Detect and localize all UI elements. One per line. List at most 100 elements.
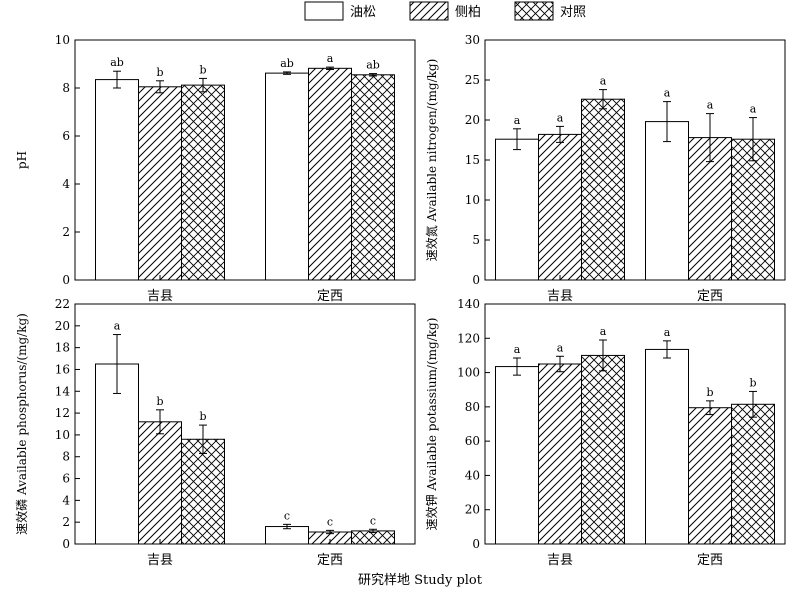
y-tick-label: 40 bbox=[465, 468, 480, 482]
significance-letter: a bbox=[514, 114, 521, 127]
y-tick-label: 0 bbox=[472, 537, 480, 551]
y-tick-label: 10 bbox=[465, 193, 480, 207]
y-axis-label: 速效磷 Available phosphorus/(mg/kg) bbox=[14, 313, 29, 535]
y-axis-label: 速效钾 Available potassium/(mg/kg) bbox=[424, 318, 439, 531]
bar-duizhao-jixian bbox=[181, 84, 225, 281]
x-category-label-dingxi: 定西 bbox=[697, 553, 723, 568]
bar-youshong-jixian bbox=[495, 138, 539, 281]
significance-letter: ab bbox=[366, 59, 380, 72]
y-tick-label: 22 bbox=[55, 297, 70, 311]
panel-3: 0 2 4 6 8 10 12 14 16 18 20 22 速效磷 Available phospho… bbox=[14, 297, 416, 568]
bar-cebai-jixian bbox=[538, 133, 582, 281]
bar-youshong-jixian bbox=[95, 79, 139, 281]
significance-letter: c bbox=[284, 509, 290, 522]
y-tick-label: 60 bbox=[465, 434, 480, 448]
legend: 油松 侧柏 对照 bbox=[304, 1, 586, 21]
y-tick-label: 20 bbox=[465, 113, 480, 127]
y-tick-label: 4 bbox=[62, 177, 70, 191]
significance-letter: a bbox=[664, 87, 671, 100]
significance-letter: a bbox=[707, 99, 714, 112]
plot-frame bbox=[484, 303, 786, 545]
bar-youshong-dingxi bbox=[645, 348, 689, 545]
significance-letter: a bbox=[600, 75, 607, 88]
bar-cebai-dingxi bbox=[308, 67, 352, 281]
y-tick-label: 0 bbox=[62, 273, 70, 287]
y-tick-label: 14 bbox=[55, 384, 71, 398]
significance-letter: b bbox=[706, 386, 713, 399]
y-tick-label: 15 bbox=[465, 153, 480, 167]
bar-duizhao-jixian bbox=[581, 354, 625, 545]
y-tick-label: 8 bbox=[62, 81, 70, 95]
bar-duizhao-dingxi bbox=[351, 74, 395, 281]
significance-letter: b bbox=[199, 410, 206, 423]
x-category-label-dingxi: 定西 bbox=[697, 289, 723, 304]
x-category-label-dingxi: 定西 bbox=[317, 289, 343, 304]
legend-label-duizhao: 对照 bbox=[560, 5, 586, 20]
y-tick-label: 6 bbox=[62, 129, 70, 143]
legend-swatch-youshong bbox=[304, 1, 344, 21]
y-tick-label: 120 bbox=[457, 331, 480, 345]
y-axis-label: 速效氮 Available nitrogen/(mg/kg) bbox=[424, 59, 439, 262]
y-tick-label: 8 bbox=[62, 450, 70, 464]
legend-label-cebai: 侧柏 bbox=[455, 5, 481, 20]
y-tick-label: 18 bbox=[55, 341, 70, 355]
x-category-label-jixian: 吉县 bbox=[147, 553, 173, 568]
y-tick-label: 6 bbox=[62, 472, 70, 486]
significance-letter: b bbox=[749, 376, 756, 389]
y-tick-label: 5 bbox=[472, 233, 480, 247]
panel-2: 0 5 10 15 20 25 30 速效氮 Available nitrogen/(mg/k… bbox=[424, 33, 786, 304]
y-tick-label: 80 bbox=[465, 400, 480, 414]
bar-duizhao-jixian bbox=[181, 438, 225, 545]
significance-letter: b bbox=[199, 63, 206, 76]
bar-duizhao-dingxi bbox=[731, 138, 775, 281]
y-tick-label: 0 bbox=[472, 273, 480, 287]
x-axis-title: 研究样地 Study plot bbox=[358, 573, 483, 588]
y-tick-label: 100 bbox=[457, 366, 480, 380]
bar-youshong-dingxi bbox=[265, 72, 309, 281]
y-axis-label: pH bbox=[15, 151, 29, 169]
significance-letter: c bbox=[370, 514, 376, 527]
panel-1: 0 2 4 6 8 10 pH 吉县 ab b b 定西 ab a ab bbox=[15, 33, 416, 304]
y-tick-label: 16 bbox=[55, 362, 70, 376]
bar-duizhao-jixian bbox=[581, 98, 625, 281]
y-tick-label: 4 bbox=[62, 493, 70, 507]
y-tick-label: 10 bbox=[55, 428, 70, 442]
significance-letter: c bbox=[327, 515, 333, 528]
significance-letter: a bbox=[557, 111, 564, 124]
bar-youshong-jixian bbox=[495, 366, 539, 545]
significance-letter: a bbox=[664, 326, 671, 339]
significance-letter: a bbox=[600, 325, 607, 338]
legend-swatch-duizhao bbox=[514, 1, 554, 21]
bar-cebai-jixian bbox=[538, 363, 582, 545]
significance-letter: a bbox=[327, 52, 334, 65]
significance-letter: a bbox=[514, 343, 521, 356]
bar-youshong-dingxi bbox=[645, 121, 689, 281]
significance-letter: b bbox=[156, 395, 163, 408]
y-tick-label: 2 bbox=[62, 225, 70, 239]
significance-letter: a bbox=[114, 320, 121, 333]
bar-cebai-jixian bbox=[138, 86, 182, 281]
plot-frame bbox=[74, 39, 416, 281]
bar-cebai-dingxi bbox=[688, 407, 732, 545]
x-category-label-jixian: 吉县 bbox=[547, 289, 573, 304]
bar-youshong-jixian bbox=[95, 363, 139, 545]
y-tick-label: 140 bbox=[457, 297, 480, 311]
significance-letter: ab bbox=[110, 56, 124, 69]
x-category-label-dingxi: 定西 bbox=[317, 553, 343, 568]
panel-4: 0 20 40 60 80 100 120 140 速效钾 Available potassiu… bbox=[424, 297, 786, 568]
y-tick-label: 30 bbox=[465, 33, 480, 47]
bar-duizhao-dingxi bbox=[731, 403, 775, 545]
y-tick-label: 20 bbox=[55, 319, 70, 333]
x-category-label-jixian: 吉县 bbox=[547, 553, 573, 568]
y-tick-label: 2 bbox=[62, 515, 70, 529]
y-tick-label: 0 bbox=[62, 537, 70, 551]
significance-letter: ab bbox=[280, 57, 294, 70]
x-category-label-jixian: 吉县 bbox=[147, 289, 173, 304]
y-tick-label: 20 bbox=[465, 503, 480, 517]
y-tick-label: 10 bbox=[55, 33, 70, 47]
significance-letter: a bbox=[557, 341, 564, 354]
significance-letter: a bbox=[750, 103, 757, 116]
y-tick-label: 25 bbox=[465, 73, 480, 87]
y-tick-label: 12 bbox=[55, 406, 70, 420]
